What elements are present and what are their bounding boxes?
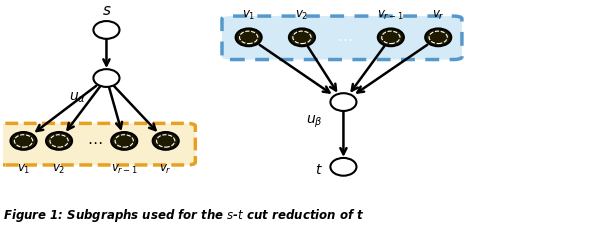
Ellipse shape (11, 133, 36, 150)
Text: $t$: $t$ (315, 162, 323, 176)
FancyBboxPatch shape (0, 124, 196, 165)
Ellipse shape (425, 29, 451, 47)
Text: $v_r$: $v_r$ (432, 9, 444, 22)
Text: $v_1$: $v_1$ (242, 9, 255, 22)
Ellipse shape (111, 133, 138, 150)
Text: $v_2$: $v_2$ (295, 9, 309, 22)
Ellipse shape (152, 133, 179, 150)
Text: $v_{r-1}$: $v_{r-1}$ (377, 9, 404, 22)
Text: $v_r$: $v_r$ (159, 162, 172, 176)
Ellipse shape (378, 29, 404, 47)
Ellipse shape (46, 133, 72, 150)
Text: $s$: $s$ (102, 3, 111, 18)
Ellipse shape (331, 158, 356, 176)
Text: $\cdots$: $\cdots$ (87, 134, 102, 149)
Text: $\cdots$: $\cdots$ (337, 31, 353, 46)
Text: Figure 1: Subgraphs used for the $s$-$t$ cut reduction of t: Figure 1: Subgraphs used for the $s$-$t$… (3, 206, 364, 223)
Ellipse shape (93, 70, 120, 88)
Ellipse shape (93, 22, 120, 40)
Text: $u_{\beta}$: $u_{\beta}$ (306, 114, 323, 130)
Ellipse shape (331, 94, 356, 111)
Text: $v_1$: $v_1$ (17, 162, 30, 176)
Text: $v_2$: $v_2$ (53, 162, 66, 176)
Text: $v_{r-1}$: $v_{r-1}$ (111, 162, 138, 176)
Text: $u_{\alpha}$: $u_{\alpha}$ (69, 90, 86, 104)
FancyBboxPatch shape (222, 17, 462, 60)
Ellipse shape (236, 29, 262, 47)
Ellipse shape (289, 29, 315, 47)
